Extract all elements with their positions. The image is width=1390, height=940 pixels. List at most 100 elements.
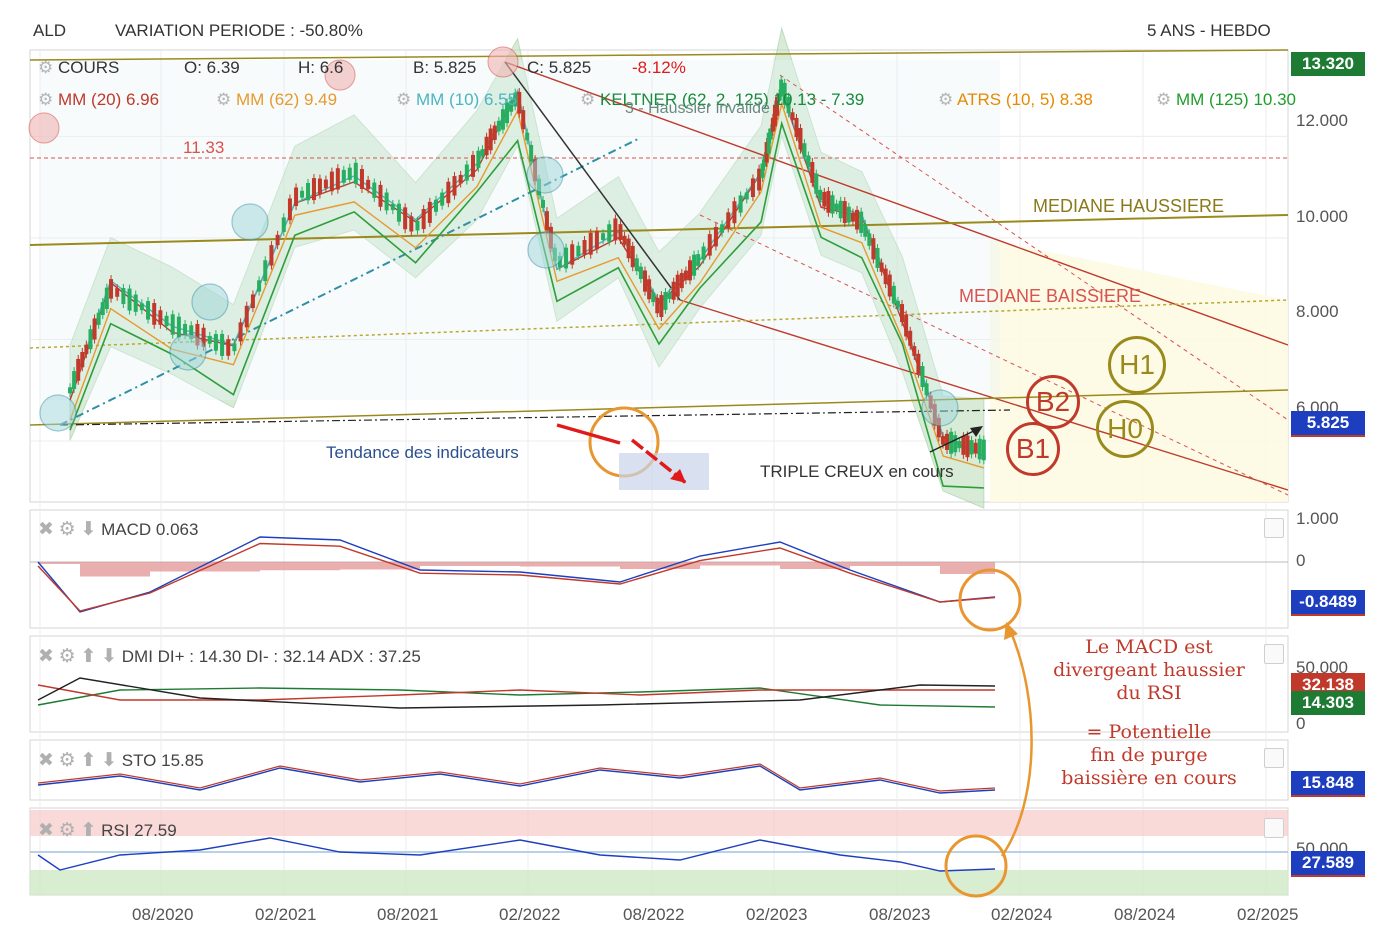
gear-icon[interactable]: ⚙ [58,750,76,771]
rsi-orange-circle [944,834,1008,898]
candle [353,162,358,184]
sto-label: STO [121,751,157,770]
candle [311,178,316,201]
median-up-label: MEDIANE HAUSSIERE [1033,196,1225,216]
pivot-circle [28,112,60,144]
macd-line [37,536,996,613]
x-tick: 02/2024 [991,905,1053,924]
panel-checkbox[interactable] [1264,818,1284,838]
candle [810,162,815,183]
macd-value: 0.063 [155,520,199,539]
candle [213,334,218,351]
arrow-down-icon[interactable]: ⬇ [101,750,118,771]
keltner-legend[interactable]: ⚙ KELTNER (62, 2, 125) 10.13 - 7.39 [580,90,865,109]
macd-label: MACD [101,520,152,539]
gear-icon[interactable]: ⚙ [580,90,596,109]
candle [965,435,970,458]
note-line: divergeant haussier [1053,659,1245,681]
gear-icon[interactable]: ⚙ [216,90,232,109]
candle [772,104,777,127]
candle [263,260,268,282]
support-line [59,409,1011,426]
panel-frame [29,49,1289,503]
panel-checkbox[interactable] [1264,644,1284,664]
arrow-up-icon[interactable]: ⬆ [80,750,97,771]
mm20-legend[interactable]: ⚙ MM (20) 6.96 [38,90,160,109]
mm10-line [69,88,985,457]
candle [638,266,643,280]
candle [238,322,243,342]
candle [806,155,811,167]
candle [257,280,262,292]
candle [895,300,900,308]
arrow-head [970,426,983,437]
arrow-down-icon[interactable]: ⬇ [80,519,97,540]
close-icon[interactable]: ✖ [38,750,54,771]
candle [88,329,93,350]
candle [738,195,743,213]
panel-checkbox[interactable] [1264,518,1284,538]
pivot-circle [921,389,959,427]
candle [613,218,618,241]
close-icon[interactable]: ✖ [38,519,54,540]
candle [540,199,545,208]
arrow-down-icon[interactable]: ⬇ [101,646,118,667]
candle [164,315,169,327]
gear-icon[interactable]: ⚙ [58,519,76,540]
candle [359,168,364,189]
divergence-note: Le MACD est divergeant haussier du RSI =… [1040,636,1258,790]
candle [779,79,784,97]
macd-histogram [700,562,780,566]
gear-icon[interactable]: ⚙ [38,90,54,109]
gear-icon[interactable]: ⚙ [58,820,76,841]
pivot-circle [526,156,564,194]
mm10-legend[interactable]: ⚙ MM (10) 6.55 [396,90,518,109]
atrs-legend[interactable]: ⚙ ATRS (10, 5) 8.38 [938,90,1093,109]
arrow-up-icon[interactable]: ⬆ [80,820,97,841]
candle [146,301,151,320]
candle [802,143,807,157]
gear-icon[interactable]: ⚙ [396,90,412,109]
candle [675,274,680,297]
candle [415,220,420,231]
panel-checkbox[interactable] [1264,748,1284,768]
price-tick: 12.000 [1296,111,1348,130]
candle [544,211,549,231]
rsi-badge: 27.589 [1291,851,1365,877]
arrow-head [1004,622,1018,640]
mm125-legend[interactable]: ⚙ MM (125) 10.30 [1156,90,1296,109]
macd-tick: 1.000 [1296,509,1339,528]
dmi-plus-line [37,687,996,708]
candle [904,314,909,337]
candle [940,436,945,445]
gear-icon[interactable]: ⚙ [38,58,54,77]
candle [517,91,522,114]
mm125-line [69,120,984,489]
candle [96,312,101,325]
macd-histogram [80,562,150,577]
candle [701,246,706,260]
candle [232,343,237,352]
channel-line [779,74,1289,421]
candle [798,127,803,150]
dmi-tick: 50.000 [1296,658,1348,677]
mm62-legend[interactable]: ⚙ MM (62) 9.49 [216,90,338,109]
note-line: = Potentielle [1086,721,1212,743]
gear-icon[interactable]: ⚙ [938,90,954,109]
gear-icon[interactable]: ⚙ [1156,90,1172,109]
candle [513,92,518,107]
candle [655,297,660,314]
gear-icon[interactable]: ⚙ [58,646,76,667]
arrow-up-icon[interactable]: ⬆ [80,646,97,667]
macd-orange-circle [958,568,1022,632]
candle [183,323,188,336]
candle [220,333,225,356]
period-label[interactable]: 5 ANS - HEBDO [1147,21,1271,40]
candle [977,438,982,460]
close-icon[interactable]: ✖ [38,820,54,841]
candle [760,163,765,178]
candle [378,184,383,207]
candle [226,339,231,356]
close-icon[interactable]: ✖ [38,646,54,667]
